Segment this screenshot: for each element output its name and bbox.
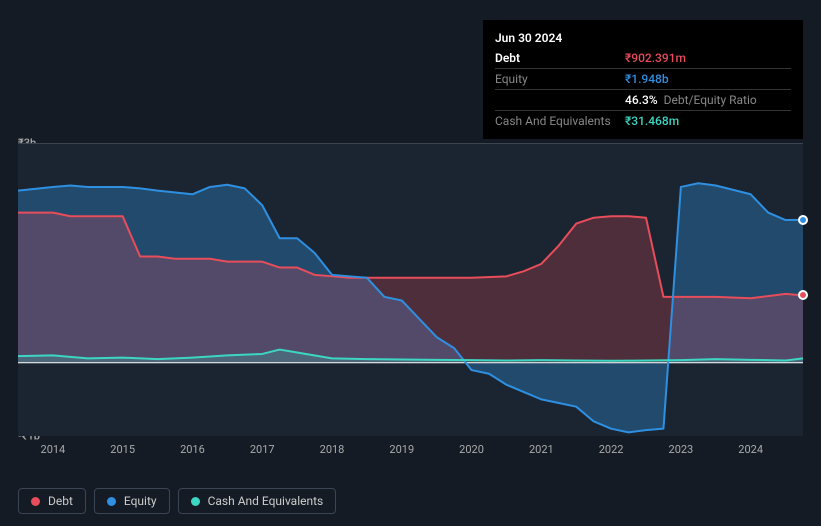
tooltip-row: Debt₹902.391m [495, 48, 791, 68]
tooltip-metric-value: ₹902.391m [625, 51, 686, 65]
tooltip-date-row: Jun 30 2024 [495, 28, 791, 48]
chart-legend: Debt Equity Cash And Equivalents [18, 488, 336, 514]
legend-dot-icon [191, 497, 200, 506]
tooltip-metric-label: Debt [495, 51, 625, 65]
tooltip-metric-value: ₹31.468m [625, 114, 679, 128]
x-axis-tick: 2024 [738, 443, 763, 456]
tooltip-row: Cash And Equivalents₹31.468m [495, 110, 791, 131]
legend-dot-icon [31, 497, 40, 506]
tooltip-metric-value: ₹1.948b [625, 72, 669, 86]
tooltip-metric-label: Equity [495, 72, 625, 86]
x-axis-tick: 2019 [389, 443, 414, 456]
tooltip-metric-value: 46.3% [625, 93, 658, 107]
legend-item-debt[interactable]: Debt [18, 488, 86, 514]
legend-item-equity[interactable]: Equity [94, 488, 170, 514]
x-axis-tick: 2021 [529, 443, 554, 456]
x-axis-tick: 2023 [669, 443, 694, 456]
debt-equity-chart: ₹3b₹0-₹1b 201420152016201720182019202020… [18, 125, 803, 465]
equity-end-marker [798, 215, 808, 225]
legend-label: Cash And Equivalents [208, 494, 324, 508]
tooltip-row: Equity₹1.948b [495, 68, 791, 89]
x-axis-tick: 2015 [110, 443, 135, 456]
tooltip-metric-label: Cash And Equivalents [495, 114, 625, 128]
chart-tooltip: Jun 30 2024 Debt₹902.391mEquity₹1.948b46… [483, 20, 803, 139]
debt-end-marker [798, 290, 808, 300]
tooltip-row: 46.3% Debt/Equity Ratio [495, 89, 791, 110]
legend-label: Equity [124, 494, 157, 508]
tooltip-metric-suffix: Debt/Equity Ratio [664, 93, 757, 107]
x-axis-tick: 2020 [459, 443, 484, 456]
legend-label: Debt [48, 494, 73, 508]
x-axis-tick: 2022 [599, 443, 624, 456]
tooltip-date: Jun 30 2024 [495, 31, 625, 45]
x-axis-tick: 2018 [320, 443, 345, 456]
chart-plot-area[interactable] [18, 143, 803, 436]
legend-item-cash-and-equivalents[interactable]: Cash And Equivalents [178, 488, 337, 514]
x-axis-tick: 2016 [180, 443, 205, 456]
tooltip-metric-label [495, 93, 625, 107]
x-axis-tick: 2014 [41, 443, 66, 456]
x-axis-tick: 2017 [250, 443, 275, 456]
legend-dot-icon [107, 497, 116, 506]
